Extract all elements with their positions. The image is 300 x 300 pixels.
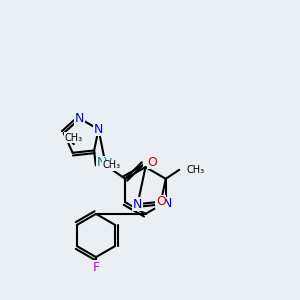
FancyBboxPatch shape	[94, 125, 103, 133]
FancyBboxPatch shape	[182, 166, 191, 174]
FancyBboxPatch shape	[92, 264, 100, 272]
Text: O: O	[147, 156, 157, 169]
Text: N: N	[97, 156, 106, 170]
Text: N: N	[133, 198, 142, 211]
Text: CH₃: CH₃	[65, 133, 83, 142]
Text: H: H	[104, 158, 112, 169]
FancyBboxPatch shape	[133, 200, 142, 208]
Text: CH₃: CH₃	[102, 160, 121, 170]
FancyBboxPatch shape	[99, 161, 108, 169]
Text: N: N	[94, 123, 103, 136]
FancyBboxPatch shape	[163, 200, 172, 208]
FancyBboxPatch shape	[157, 198, 165, 206]
FancyBboxPatch shape	[100, 160, 109, 168]
Text: N: N	[75, 112, 85, 125]
FancyBboxPatch shape	[70, 134, 78, 142]
Text: F: F	[92, 261, 100, 274]
Text: CH₃: CH₃	[187, 165, 205, 175]
FancyBboxPatch shape	[75, 115, 84, 122]
Text: N: N	[163, 197, 172, 210]
FancyBboxPatch shape	[143, 158, 152, 166]
Text: O: O	[156, 195, 166, 208]
